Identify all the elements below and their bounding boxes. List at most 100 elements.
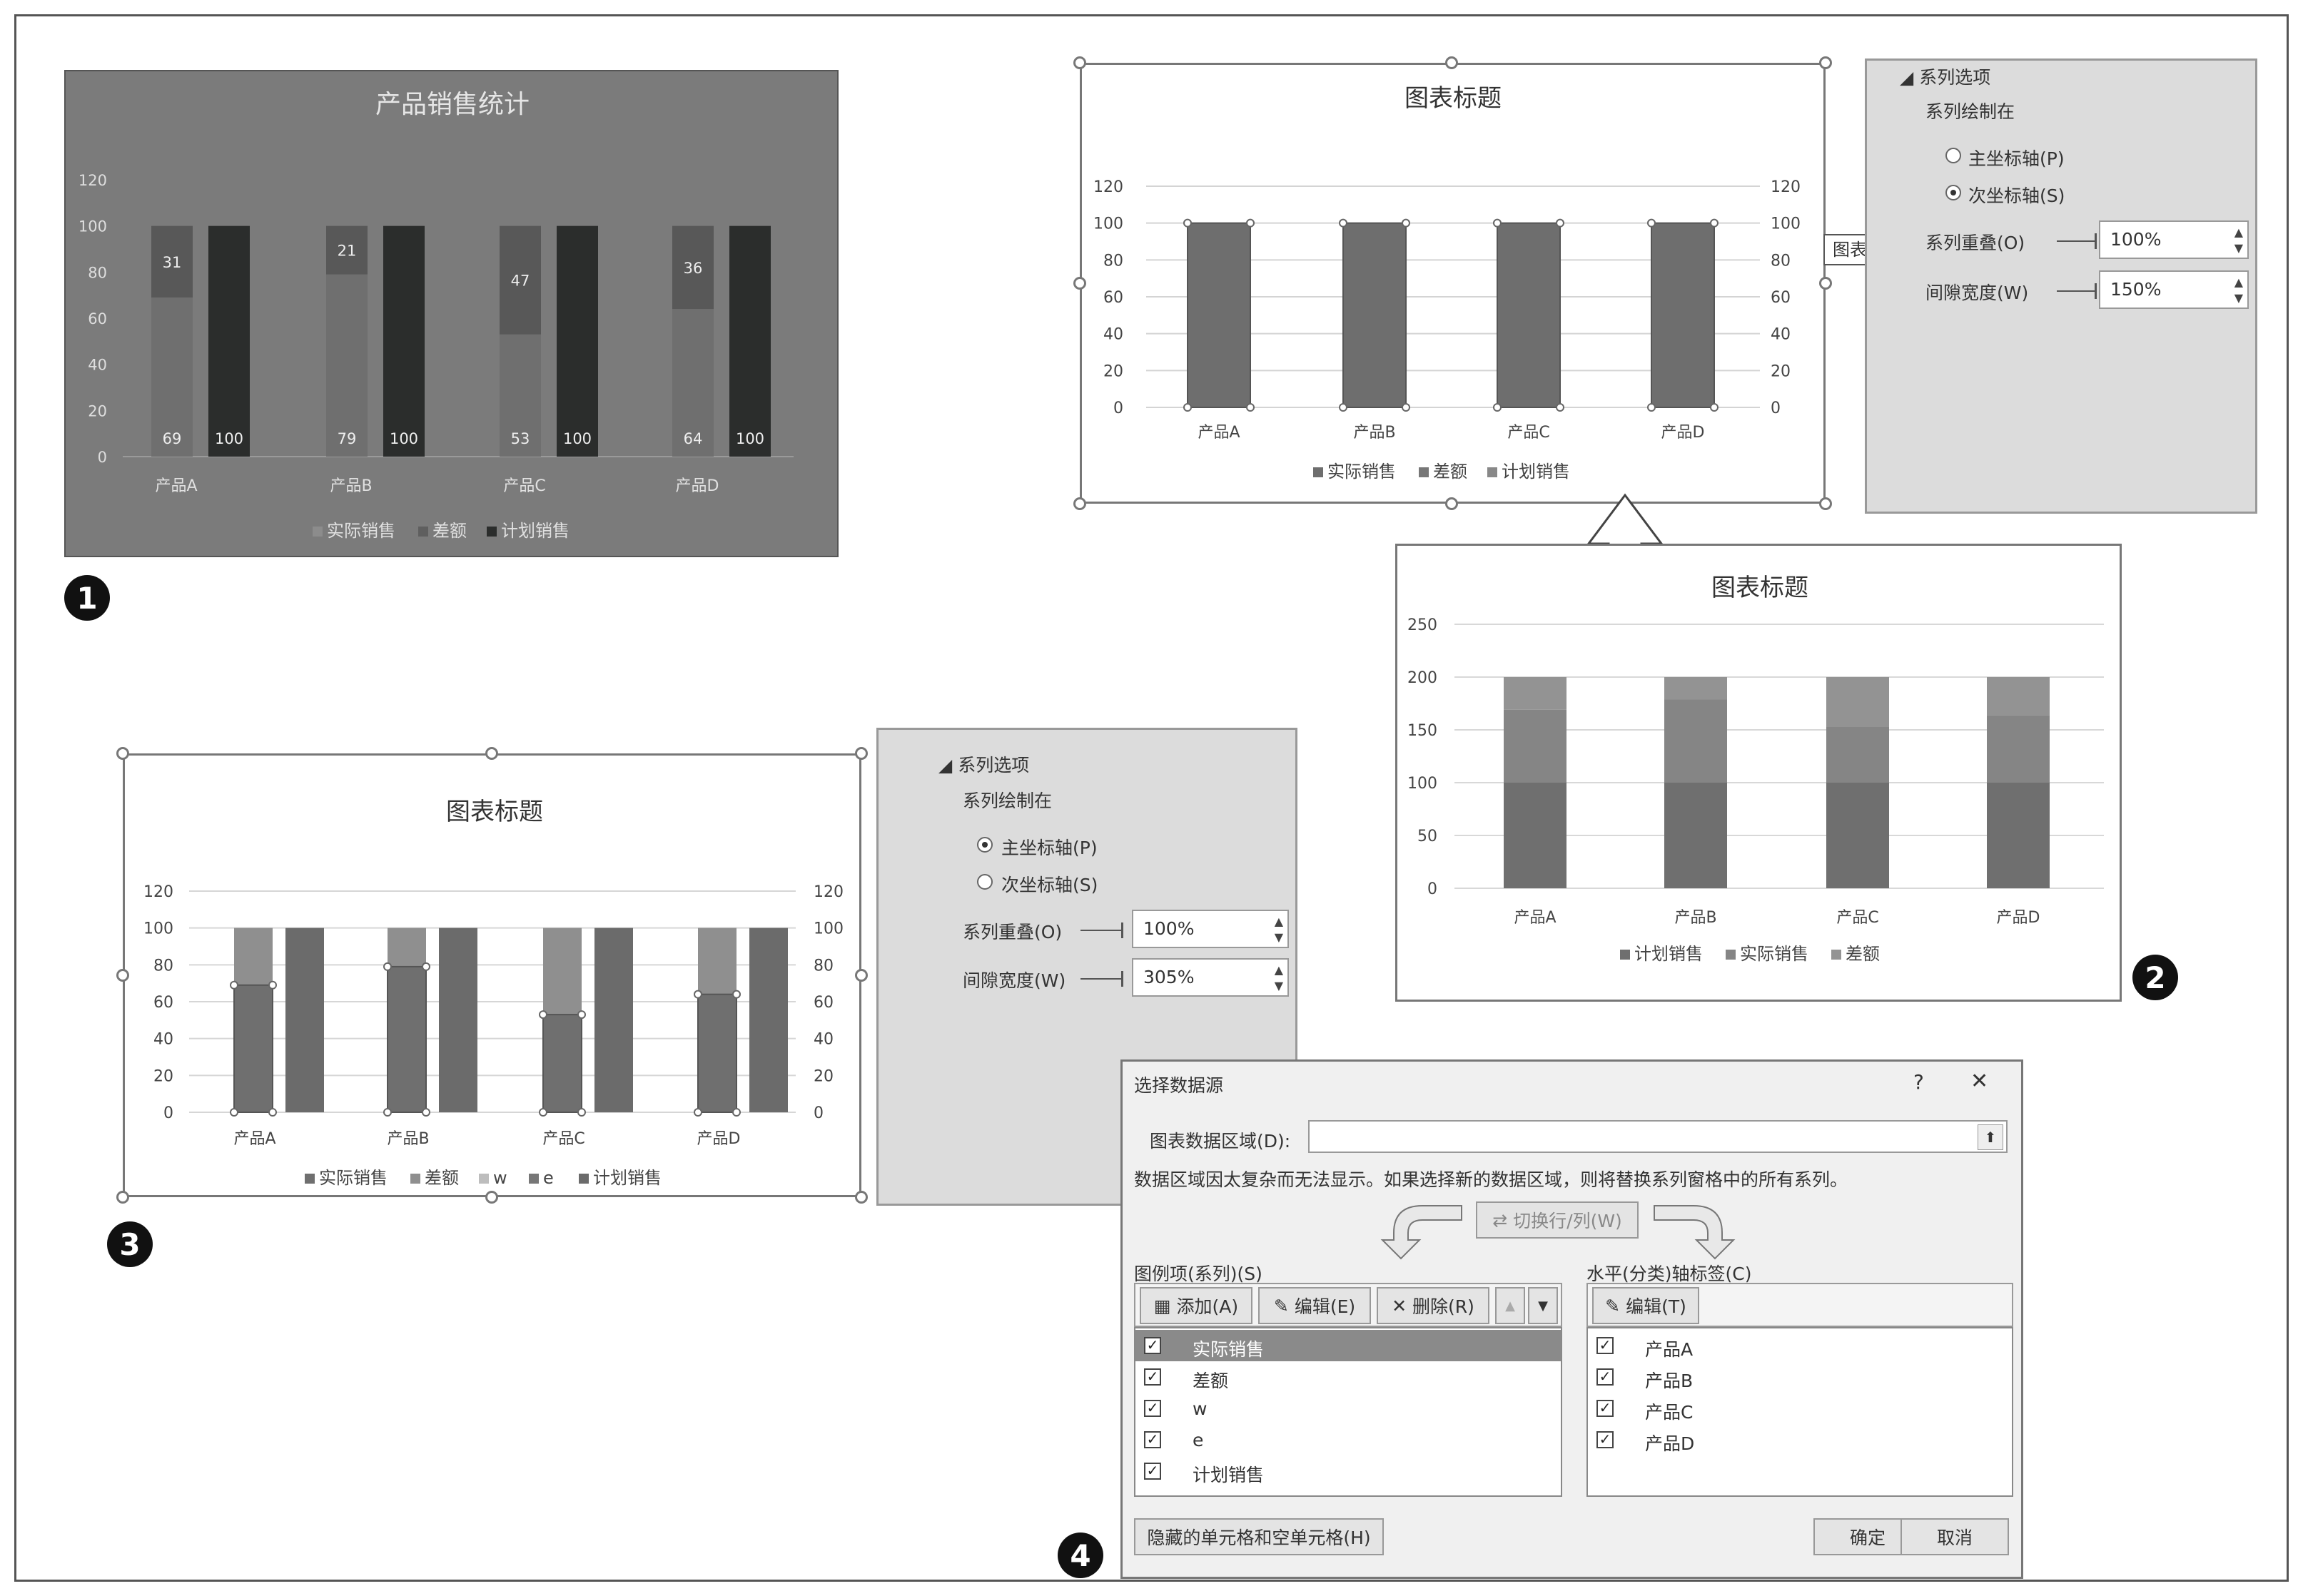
resize-handle[interactable] xyxy=(485,1191,498,1204)
selection-handle[interactable] xyxy=(1556,403,1564,412)
series-row[interactable]: ✓ 计划销售 xyxy=(1135,1455,1561,1487)
help-button[interactable]: ? xyxy=(1913,1070,1924,1094)
selection-handle[interactable] xyxy=(732,990,741,999)
add-series-button[interactable]: ▦ 添加(A) xyxy=(1140,1287,1252,1324)
series-checkbox[interactable]: ✓ xyxy=(1144,1431,1161,1448)
data-range-input[interactable]: ⬆ xyxy=(1308,1120,2008,1153)
series-checkbox[interactable]: ✓ xyxy=(1144,1368,1161,1386)
selection-handle[interactable] xyxy=(268,1108,277,1117)
remove-series-button[interactable]: ✕ 删除(R) xyxy=(1377,1287,1489,1324)
secondary-axis-radio[interactable] xyxy=(977,874,993,890)
spinner-arrows-icon[interactable]: ▲ ▼ xyxy=(1274,963,1283,992)
overlap-slider[interactable] xyxy=(2057,233,2097,249)
selection-handle[interactable] xyxy=(694,990,702,999)
primary-axis-radio[interactable] xyxy=(977,837,993,853)
move-up-button[interactable]: ▲ xyxy=(1495,1287,1525,1324)
selection-handle[interactable] xyxy=(1710,218,1719,228)
collapse-dialog-icon[interactable]: ⬆ xyxy=(1978,1124,2003,1150)
series-row[interactable]: ✓ w xyxy=(1135,1393,1561,1424)
chart-panel-3[interactable]: 图表标题 120 100 80 60 40 20 0 120 100 80 60 40 20 0 产品A 产品B… xyxy=(123,753,861,1197)
category-row[interactable]: ✓ 产品A xyxy=(1588,1330,2012,1361)
selection-handle[interactable] xyxy=(230,1108,238,1117)
selection-handle[interactable] xyxy=(422,962,430,971)
category-checkbox[interactable]: ✓ xyxy=(1596,1337,1614,1354)
spinner-arrows-icon[interactable]: ▲ ▼ xyxy=(2234,225,2243,255)
resize-handle[interactable] xyxy=(1073,56,1086,69)
resize-handle[interactable] xyxy=(1819,497,1832,510)
series-row[interactable]: ✓ e xyxy=(1135,1424,1561,1455)
series-row[interactable]: ✓ 差额 xyxy=(1135,1361,1561,1393)
selection-handle[interactable] xyxy=(268,980,277,990)
series-row[interactable]: ✓ 实际销售 xyxy=(1135,1330,1561,1361)
gap-width-slider[interactable] xyxy=(2057,283,2097,299)
selection-handle[interactable] xyxy=(422,1108,430,1117)
selection-handle[interactable] xyxy=(1183,403,1192,412)
category-checkbox[interactable]: ✓ xyxy=(1596,1431,1614,1448)
series-checkbox[interactable]: ✓ xyxy=(1144,1463,1161,1480)
selection-handle[interactable] xyxy=(1647,403,1656,412)
hidden-empty-cells-button[interactable]: 隐藏的单元格和空单元格(H) xyxy=(1134,1518,1384,1555)
spinner-arrows-icon[interactable]: ▲ ▼ xyxy=(1274,915,1283,944)
category-row[interactable]: ✓ 产品D xyxy=(1588,1424,2012,1455)
switch-row-column-button[interactable]: ⇄ 切换行/列(W) xyxy=(1476,1201,1639,1239)
resize-handle[interactable] xyxy=(855,747,868,760)
category-row[interactable]: ✓ 产品C xyxy=(1588,1393,2012,1424)
resize-handle[interactable] xyxy=(116,1191,129,1204)
edit-series-button[interactable]: ✎ 编辑(E) xyxy=(1258,1287,1371,1324)
selection-handle[interactable] xyxy=(1556,218,1564,228)
selection-handle[interactable] xyxy=(1647,218,1656,228)
gap-width-slider[interactable] xyxy=(1080,971,1123,987)
resize-handle[interactable] xyxy=(116,747,129,760)
category-checkbox[interactable]: ✓ xyxy=(1596,1400,1614,1417)
resize-handle[interactable] xyxy=(1073,497,1086,510)
selection-handle[interactable] xyxy=(1339,218,1347,228)
selection-handle[interactable] xyxy=(1710,403,1719,412)
selection-handle[interactable] xyxy=(1183,218,1192,228)
close-icon[interactable]: ✕ xyxy=(1970,1069,1989,1094)
selection-handle[interactable] xyxy=(1339,403,1347,412)
section-header[interactable]: ◢ 系列选项 xyxy=(1900,67,1991,88)
resize-handle[interactable] xyxy=(1445,56,1458,69)
edit-axis-labels-button[interactable]: ✎ 编辑(T) xyxy=(1592,1287,1699,1324)
overlap-spinner[interactable]: 100% ▲ ▼ xyxy=(2099,220,2249,259)
resize-handle[interactable] xyxy=(1073,277,1086,290)
overlap-slider[interactable] xyxy=(1080,922,1123,938)
data-label: 100 xyxy=(390,430,418,447)
gap-width-spinner[interactable]: 305% ▲ ▼ xyxy=(1132,958,1289,997)
spinner-arrows-icon[interactable]: ▲ ▼ xyxy=(2234,275,2243,305)
selection-handle[interactable] xyxy=(383,1108,392,1117)
category-checkbox[interactable]: ✓ xyxy=(1596,1368,1614,1386)
resize-handle[interactable] xyxy=(1445,497,1458,510)
overlap-spinner[interactable]: 100% ▲ ▼ xyxy=(1132,910,1289,948)
resize-handle[interactable] xyxy=(1819,277,1832,290)
gap-width-spinner[interactable]: 150% ▲ ▼ xyxy=(2099,270,2249,309)
selection-handle[interactable] xyxy=(577,1108,586,1117)
selection-handle[interactable] xyxy=(1493,403,1502,412)
selection-handle[interactable] xyxy=(383,962,392,971)
selection-handle[interactable] xyxy=(539,1010,547,1020)
resize-handle[interactable] xyxy=(855,969,868,982)
section-header[interactable]: ◢ 系列选项 xyxy=(938,755,1030,776)
resize-handle[interactable] xyxy=(116,969,129,982)
selection-handle[interactable] xyxy=(1246,218,1255,228)
series-checkbox[interactable]: ✓ xyxy=(1144,1400,1161,1417)
selection-handle[interactable] xyxy=(732,1108,741,1117)
primary-axis-radio[interactable] xyxy=(1945,148,1961,163)
category-row[interactable]: ✓ 产品B xyxy=(1588,1361,2012,1393)
resize-handle[interactable] xyxy=(485,747,498,760)
resize-handle[interactable] xyxy=(855,1191,868,1204)
chart-panel-2-top[interactable]: 图表标题 120 100 80 60 40 20 0 120 100 80 60 40 20 0 产品A 产品B… xyxy=(1080,63,1826,504)
selection-handle[interactable] xyxy=(694,1108,702,1117)
selection-handle[interactable] xyxy=(1402,403,1410,412)
selection-handle[interactable] xyxy=(577,1010,586,1020)
selection-handle[interactable] xyxy=(1402,218,1410,228)
selection-handle[interactable] xyxy=(1246,403,1255,412)
selection-handle[interactable] xyxy=(539,1108,547,1117)
resize-handle[interactable] xyxy=(1819,56,1832,69)
series-checkbox[interactable]: ✓ xyxy=(1144,1337,1161,1354)
cancel-button[interactable]: 取消 xyxy=(1900,1518,2009,1555)
selection-handle[interactable] xyxy=(230,980,238,990)
secondary-axis-radio[interactable] xyxy=(1945,185,1961,200)
move-down-button[interactable]: ▼ xyxy=(1528,1287,1558,1324)
selection-handle[interactable] xyxy=(1493,218,1502,228)
